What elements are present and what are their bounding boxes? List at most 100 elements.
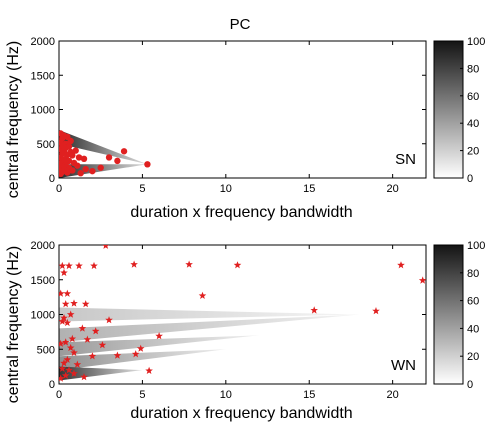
data-point-star [60,314,68,322]
density-wedge [59,307,360,322]
data-point [75,154,83,161]
data-point-star [65,366,73,374]
data-point [62,144,69,152]
points-layer [59,130,151,178]
data-point-star [63,318,72,327]
x-tick-label: 0 [56,183,62,195]
data-point-star [70,299,78,307]
x-tick-label: 5 [139,183,145,195]
density-layer [59,307,360,381]
data-point-star [88,352,97,360]
density-wedge [59,366,143,381]
data-point-star [78,324,87,332]
data-point [74,162,81,169]
y-tick-label: 0 [49,379,55,391]
x-tick-label: 0 [56,389,62,401]
data-point-star [310,306,318,314]
points-layer [59,245,426,382]
data-point-star [60,268,68,276]
density-wedge [59,314,360,343]
colorbar-tick-label: 20 [467,351,479,363]
y-axis-label: central frequency (Hz) [5,246,22,403]
colorbar-tick-label: 60 [467,91,479,103]
data-point [105,154,113,161]
data-point-star [66,343,75,352]
data-point-star [66,310,75,318]
x-tick-label: 5 [139,389,145,401]
data-point-star [131,350,140,358]
data-point-star [81,300,90,308]
data-point [77,170,84,177]
x-tick-label: 15 [303,183,315,195]
panel-label: WN [391,357,416,374]
data-point-star [98,341,107,349]
y-tick-label: 500 [37,139,55,151]
x-tick-label: 20 [387,183,399,195]
data-point [69,152,76,159]
plot-area [59,41,426,178]
colorbar-tick-label: 100 [467,240,485,252]
data-point-star [59,289,65,297]
colorbar-tick-label: 100 [467,36,485,48]
data-point [120,148,128,155]
colorbar-tick-label: 80 [467,63,479,75]
data-point [59,170,64,178]
y-tick-label: 2000 [31,240,55,252]
colorbar-tick-label: 40 [467,118,479,130]
data-point [97,164,104,171]
x-axis-label: duration x frequency bandwidth [130,204,352,221]
data-point-star [63,355,72,363]
density-wedge [59,335,260,357]
data-point-star [185,260,193,268]
data-point-star [90,261,98,270]
data-point [64,169,71,176]
y-tick-label: 1000 [31,310,55,322]
data-point-star [130,260,138,268]
data-point-star [59,374,65,382]
data-point-star [61,338,70,346]
data-point [114,157,121,165]
data-point-star [70,369,78,377]
data-point-star [59,261,67,270]
data-point [89,167,96,175]
data-point [69,167,76,174]
data-point-star [198,291,207,299]
panel-label: SN [395,151,416,168]
data-point-star [65,261,73,270]
y-tick-label: 500 [37,344,55,356]
colorbar-tick-label: 20 [467,146,479,158]
data-point-star [60,359,68,367]
colorbar-tick-label: 0 [467,379,473,391]
x-tick-label: 10 [220,183,232,195]
data-point-star [155,332,163,340]
data-point-star [59,317,67,325]
data-point-star [372,307,380,315]
data-point [80,155,88,163]
data-point-star [136,344,145,352]
data-point-star [91,327,100,335]
data-point-star [59,364,67,372]
colorbar-tick-label: 0 [467,173,473,185]
colorbar [433,244,464,385]
density-wedge [59,349,226,371]
y-tick-label: 0 [49,173,55,185]
colorbar [433,40,464,179]
data-point-star [61,371,70,379]
y-tick-label: 1500 [31,70,55,82]
data-point-star [68,334,77,343]
data-point-star [397,261,405,269]
data-point-star [75,261,83,270]
x-tick-label: 20 [387,389,399,401]
data-point-star [80,373,88,381]
colorbar-tick-label: 40 [467,323,479,335]
colorbar-tick-label: 80 [467,268,479,280]
x-tick-label: 10 [220,389,232,401]
data-point-star [233,261,242,269]
data-point [82,165,89,173]
data-point-star [63,289,72,297]
data-point-star [102,245,109,249]
